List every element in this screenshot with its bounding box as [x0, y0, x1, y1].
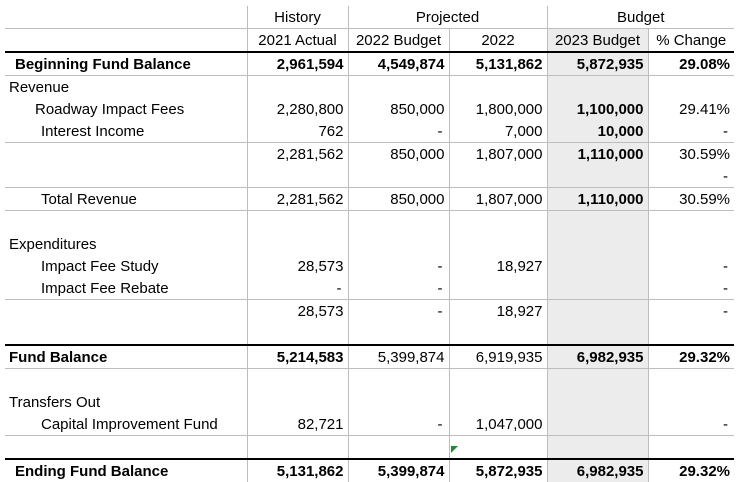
col-pct-change: % Change	[647, 28, 734, 53]
cell-pct-change-continued: -	[647, 165, 734, 188]
row-label: Expenditures	[9, 235, 97, 253]
cell-2022-budget: -	[347, 277, 449, 300]
cell-2022-budget: -	[347, 413, 449, 436]
blank-row	[5, 435, 734, 460]
row-label: Impact Fee Rebate	[5, 277, 247, 300]
cell-pct-change: -	[647, 413, 734, 436]
impact-fee-study-row: Impact Fee Study 28,573 - 18,927 -	[5, 255, 734, 277]
row-label: Beginning Fund Balance	[5, 52, 247, 76]
row-label: Transfers Out	[9, 393, 101, 411]
cell-2021-actual: 2,961,594	[246, 52, 348, 76]
cell-2022: 6,919,935	[448, 345, 547, 369]
cell-2022-budget: 850,000	[347, 142, 449, 165]
cell-pct-change: -	[647, 277, 734, 300]
row-label: Impact Fee Study	[41, 257, 159, 275]
row-label: Fund Balance	[5, 345, 247, 369]
cell-pct-change: 30.59%	[647, 142, 734, 165]
cell-2022: 7,000	[448, 120, 547, 143]
revenue-subtotal-continuation-row: -	[5, 165, 734, 188]
impact-fee-rebate-row: Impact Fee Rebate - - -	[5, 277, 734, 300]
cell-2022: 1,047,000	[448, 413, 547, 436]
header-group-row: History Projected Budget	[5, 6, 734, 29]
roadway-impact-fees-row: Roadway Impact Fees 2,280,800 850,000 1,…	[5, 98, 734, 120]
expenditures-subtotal-row: 28,573 - 18,927 -	[5, 299, 734, 322]
expenditures-header-row: Expenditures	[5, 233, 734, 255]
cell-2022: 18,927	[448, 255, 547, 277]
cell-2021-actual: -	[246, 277, 348, 300]
cell-2023-budget: 1,110,000	[546, 142, 648, 165]
cell-pct-change: -	[647, 120, 734, 143]
cell-2022: 5,872,935	[448, 459, 547, 482]
row-label: Ending Fund Balance	[15, 462, 169, 480]
cell-2022: 1,807,000	[448, 187, 547, 211]
fund-balance-row: Fund Balance 5,214,583 5,399,874 6,919,9…	[5, 345, 734, 369]
cell-2022-budget: 5,399,874	[347, 345, 449, 369]
cell-2022-budget: 5,399,874	[347, 459, 449, 482]
cell-2023-budget: 1,110,000	[546, 187, 648, 211]
cell-2022-budget: -	[347, 120, 449, 143]
cell-2022-budget: 850,000	[347, 187, 449, 211]
cell-pct-change: -	[647, 255, 734, 277]
cell-2021-actual: 28,573	[246, 299, 348, 322]
cell-2021-actual: 28,573	[246, 255, 348, 277]
projected-header: Projected	[347, 6, 547, 29]
fund-budget-table: History Projected Budget 2021 Actual 202…	[5, 6, 734, 482]
cell-2021-actual: 2,281,562	[246, 187, 348, 211]
cell-2023-budget: 10,000	[546, 120, 648, 143]
cell-pct-change: 29.08%	[647, 52, 734, 76]
cell-pct-change: 30.59%	[647, 187, 734, 211]
interest-income-row: Interest Income 762 - 7,000 10,000 -	[5, 120, 734, 143]
cell-pct-change: 29.41%	[647, 98, 734, 120]
cell-2022: 5,131,862	[448, 52, 547, 76]
history-header: History	[246, 6, 348, 29]
row-label: Roadway Impact Fees	[35, 100, 185, 118]
blank-row	[5, 368, 734, 391]
blank-row	[5, 322, 734, 346]
capital-improvement-fund-row: Capital Improvement Fund 82,721 - 1,047,…	[5, 413, 734, 436]
col-2022-budget: 2022 Budget	[347, 28, 449, 53]
cell-pct-change: 29.32%	[647, 459, 734, 482]
row-label: Interest Income	[5, 120, 247, 143]
cell-2021-actual: 5,214,583	[246, 345, 348, 369]
cell-2022-budget: -	[347, 299, 449, 322]
cell-2022-budget: -	[347, 255, 449, 277]
cell-2022: 1,807,000	[448, 142, 547, 165]
cell-2022: 18,927	[448, 299, 547, 322]
row-label: Revenue	[9, 78, 70, 96]
cell-2022-budget: 4,549,874	[347, 52, 449, 76]
col-2022: 2022	[448, 28, 547, 53]
cell-2021-actual: 2,281,562	[246, 142, 348, 165]
cell-2023-budget: 1,100,000	[546, 98, 648, 120]
cell-2023-budget: 6,982,935	[546, 345, 648, 369]
ending-fund-balance-row: Ending Fund Balance 5,131,862 5,399,874 …	[5, 459, 734, 482]
total-revenue-row: Total Revenue 2,281,562 850,000 1,807,00…	[5, 187, 734, 211]
cell-2021-actual: 5,131,862	[246, 459, 348, 482]
revenue-header-row: Revenue	[5, 75, 734, 98]
cell-2023-budget: 5,872,935	[546, 52, 648, 76]
cell-2023-budget: 6,982,935	[546, 459, 648, 482]
budget-header: Budget	[546, 6, 734, 29]
cell-2021-actual: 762	[246, 120, 348, 143]
fund-budget-sheet: History Projected Budget 2021 Actual 202…	[5, 6, 734, 482]
revenue-subtotal-row: 2,281,562 850,000 1,807,000 1,110,000 30…	[5, 142, 734, 165]
cell-pct-change: -	[647, 299, 734, 322]
col-2023-budget: 2023 Budget	[546, 28, 648, 53]
cell-2022: 1,800,000	[448, 98, 547, 120]
cell-2021-actual: 82,721	[246, 413, 348, 436]
cell-2022-budget: 850,000	[347, 98, 449, 120]
blank-row	[5, 210, 734, 233]
column-header-row: 2021 Actual 2022 Budget 2022 2023 Budget…	[5, 28, 734, 53]
col-2021-actual: 2021 Actual	[246, 28, 348, 53]
transfers-out-header-row: Transfers Out	[5, 391, 734, 413]
row-label: Total Revenue	[5, 187, 247, 211]
cell-comment-indicator-icon	[451, 446, 458, 453]
row-label: Capital Improvement Fund	[5, 413, 247, 436]
cell-pct-change: 29.32%	[647, 345, 734, 369]
cell-2021-actual: 2,280,800	[246, 98, 348, 120]
beginning-fund-balance-row: Beginning Fund Balance 2,961,594 4,549,8…	[5, 52, 734, 76]
